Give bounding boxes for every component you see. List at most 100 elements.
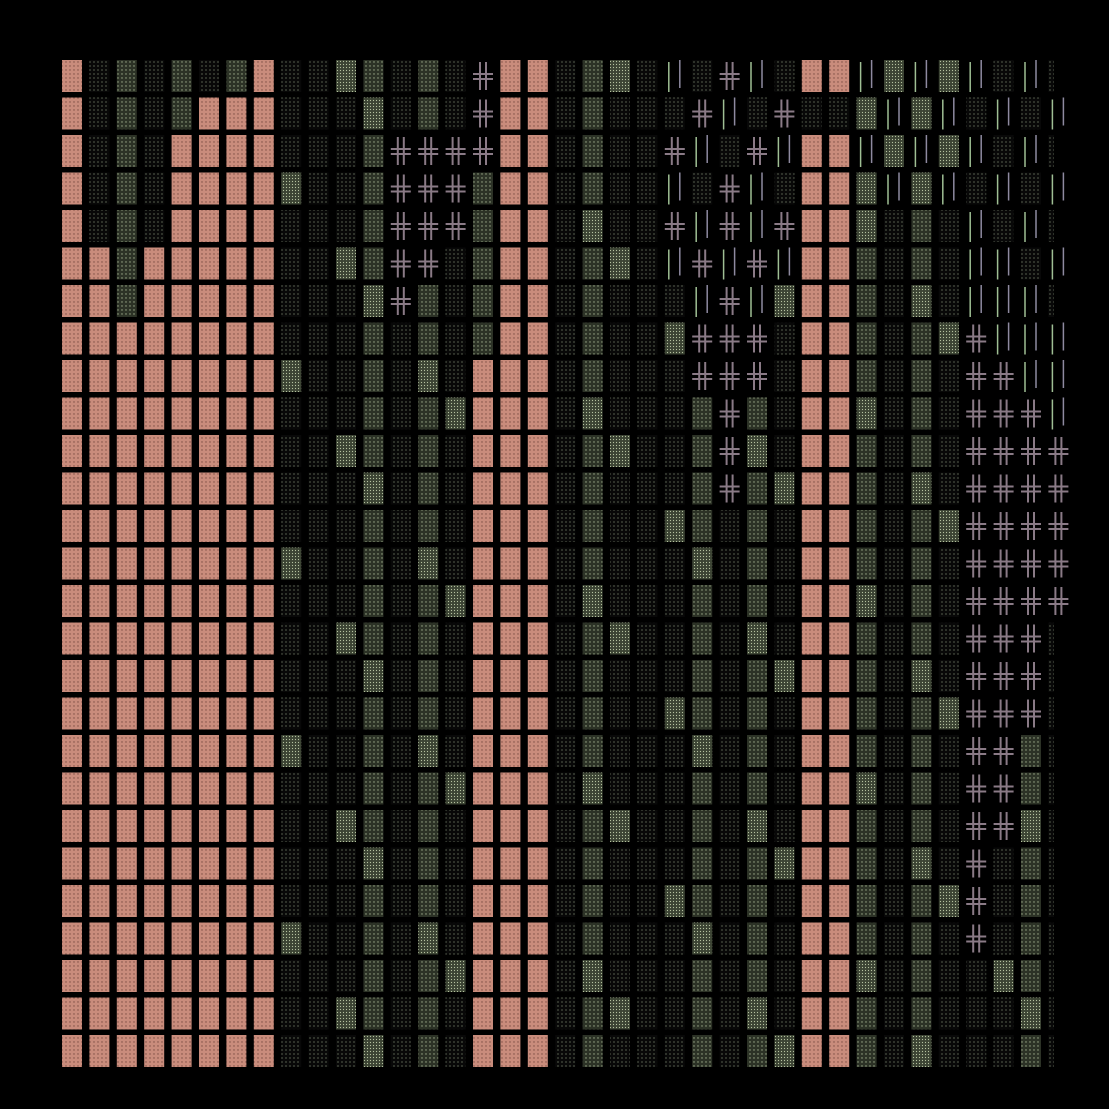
dot-cell	[637, 810, 658, 842]
salmon-cell	[144, 247, 165, 280]
dense-cell	[747, 622, 767, 655]
dot-cell	[719, 547, 740, 580]
dot-cell	[610, 772, 630, 805]
salmon-cell	[801, 585, 822, 617]
dot-cell	[938, 960, 959, 992]
dense-cell	[938, 885, 959, 917]
salmon-cell	[801, 997, 822, 1030]
dense-cell	[774, 847, 795, 880]
salmon-cell	[253, 172, 274, 205]
green-cell	[116, 247, 137, 280]
dot-cell	[308, 735, 329, 767]
dot-cell	[281, 810, 302, 842]
dot-cell	[884, 847, 904, 880]
dot-cell	[719, 697, 740, 730]
green-cell	[418, 622, 439, 655]
salmon-cell	[253, 60, 274, 92]
dot-cell	[938, 210, 959, 242]
dot-cell	[390, 697, 411, 730]
green-cell	[747, 1035, 767, 1067]
dot-cell	[390, 397, 411, 430]
salmon-cell	[62, 435, 82, 467]
salmon-cell	[199, 472, 219, 505]
salmon-cell	[226, 322, 247, 355]
dot-cell	[884, 885, 904, 917]
dot-cell	[966, 1035, 987, 1067]
dense-cell	[938, 510, 959, 542]
green-cell	[856, 697, 877, 730]
dense-cell	[610, 997, 630, 1030]
salmon-cell	[829, 810, 850, 842]
salmon-cell	[801, 435, 822, 467]
dot-cell	[938, 247, 959, 280]
dot-cell	[938, 435, 959, 467]
dot-cell	[336, 172, 356, 205]
dense-cell	[281, 735, 302, 767]
green-cell	[692, 885, 713, 917]
dot-cell	[884, 210, 904, 242]
salmon-cell	[801, 360, 822, 392]
dot-cell	[637, 322, 658, 355]
green-cell	[363, 135, 384, 167]
dot-cell	[281, 97, 302, 130]
salmon-cell	[62, 585, 82, 617]
salmon-cell	[473, 772, 493, 805]
salmon-cell	[199, 397, 219, 430]
dense-cell	[363, 847, 384, 880]
dot-cell	[555, 547, 576, 580]
salmon-cell	[62, 510, 82, 542]
salmon-cell	[527, 735, 548, 767]
green-cell	[1021, 922, 1041, 955]
salmon-cell	[199, 135, 219, 167]
salmon-cell	[116, 360, 137, 392]
salmon-cell	[144, 922, 165, 955]
green-cell	[363, 585, 384, 617]
green-cell	[692, 997, 713, 1030]
dot-cell	[829, 97, 850, 130]
green-cell	[692, 697, 713, 730]
dense-cell	[418, 360, 439, 392]
salmon-cell	[144, 1035, 165, 1067]
dot-cell	[281, 322, 302, 355]
dot-cell	[390, 585, 411, 617]
dot-cell	[637, 247, 658, 280]
salmon-cell	[89, 585, 110, 617]
salmon-cell	[527, 60, 548, 92]
dense-cell	[664, 322, 685, 355]
salmon-cell	[226, 697, 247, 730]
salmon-cell	[62, 997, 82, 1030]
dot-cell	[1048, 210, 1054, 242]
dense-cell	[747, 810, 767, 842]
green-cell	[363, 510, 384, 542]
dot-cell	[336, 697, 356, 730]
salmon-cell	[500, 60, 521, 92]
salmon-cell	[527, 922, 548, 955]
dot-cell	[692, 172, 713, 205]
salmon-cell	[801, 810, 822, 842]
salmon-cell	[500, 172, 521, 205]
salmon-cell	[253, 735, 274, 767]
salmon-cell	[89, 510, 110, 542]
salmon-cell	[527, 435, 548, 467]
dot-cell	[664, 97, 685, 130]
dot-cell	[555, 622, 576, 655]
dot-cell	[555, 97, 576, 130]
dense-cell	[856, 585, 877, 617]
dot-cell	[555, 922, 576, 955]
dense-cell	[938, 322, 959, 355]
salmon-cell	[226, 585, 247, 617]
green-cell	[418, 97, 439, 130]
dot-cell	[637, 97, 658, 130]
dot-cell	[390, 885, 411, 917]
dot-cell	[390, 997, 411, 1030]
dot-cell	[445, 360, 466, 392]
dot-cell	[445, 322, 466, 355]
salmon-cell	[62, 1035, 82, 1067]
salmon-cell	[62, 847, 82, 880]
salmon-cell	[527, 247, 548, 280]
dot-cell	[308, 97, 329, 130]
dense-cell	[1021, 810, 1041, 842]
dense-cell	[336, 60, 356, 92]
salmon-cell	[171, 810, 192, 842]
salmon-cell	[116, 960, 137, 992]
